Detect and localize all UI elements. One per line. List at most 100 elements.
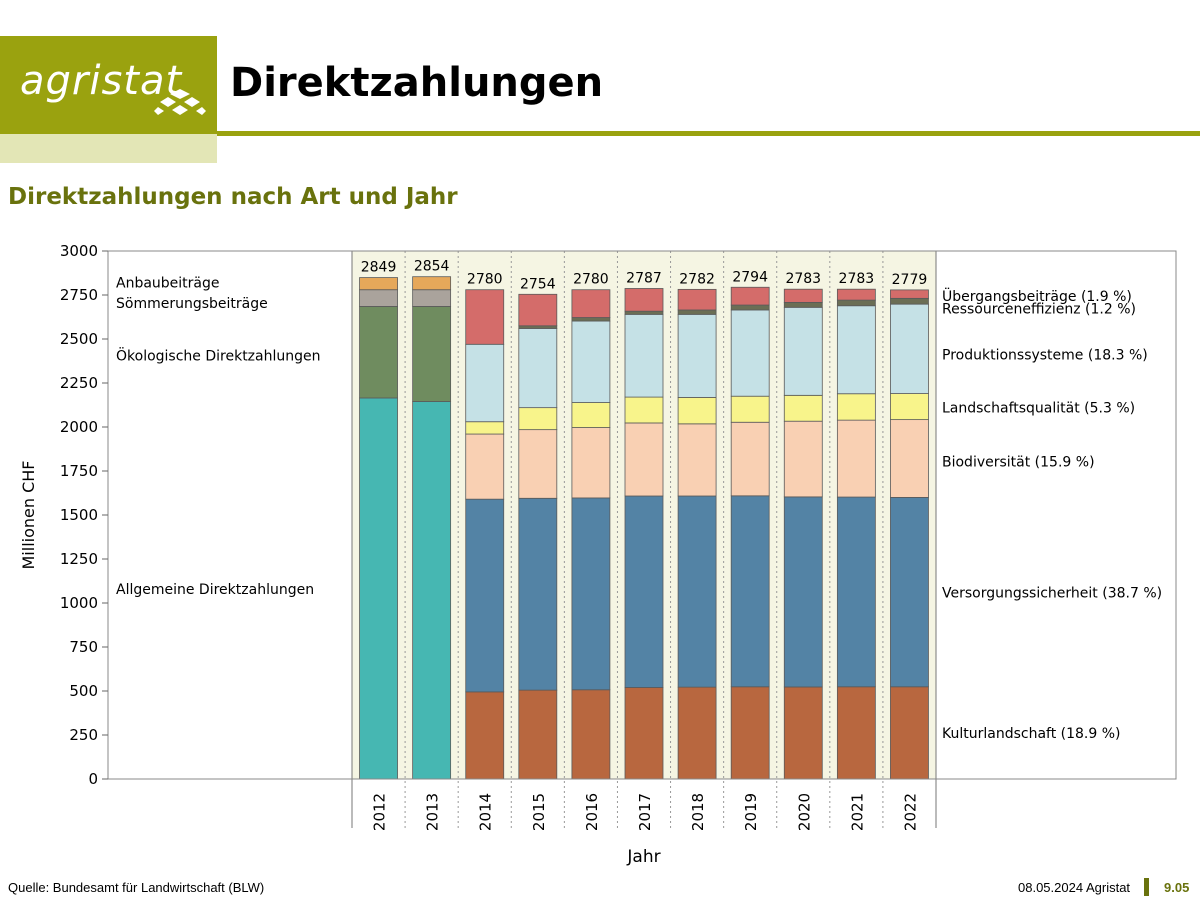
bar-segment [518,429,558,499]
bar-segment [465,433,505,500]
total-label: 2782 [679,271,715,287]
bar-segment [836,686,876,780]
x-axis-label: Jahr [626,847,660,867]
x-tick-label: 2012 [371,793,389,831]
bar-segment [518,689,558,780]
bar-segment [412,306,452,402]
bar-segment [518,407,558,431]
bar-segment [465,421,505,435]
bar-segment [571,689,611,780]
bar-segment [677,288,717,311]
bar-segment [677,495,717,688]
bar-segment [624,310,664,315]
total-label: 2780 [467,272,503,288]
bar-segment [465,498,505,693]
x-tick-label: 2020 [795,793,813,831]
bar-segment [783,394,823,422]
bar-segment [624,687,664,780]
bar-segment [465,343,505,423]
bar-segment [571,289,611,318]
bar-segment [890,496,929,688]
y-tick-label: 3000 [60,242,98,260]
bar-segment [890,419,929,498]
series-label-right: Übergangsbeiträge (1.9 %) [942,287,1132,305]
y-tick-label: 1000 [60,594,98,612]
bar-segment [677,423,717,497]
x-tick-label: 2013 [424,793,442,831]
x-tick-label: 2019 [742,793,760,831]
bar-segment [730,286,770,306]
bar-segment [624,313,664,398]
bar-segment [836,299,876,307]
bar-segment [571,317,611,322]
bar-segment [677,313,717,398]
total-label: 2854 [414,259,450,275]
bar-segment [783,306,823,396]
y-tick-label: 500 [69,682,98,700]
x-tick-label: 2021 [848,793,866,831]
bar-segment [836,419,876,498]
bar-segment [890,393,929,421]
total-label: 2779 [892,272,928,288]
bar-segment [677,397,717,425]
footer-date: 08.05.2024 Agristat [1018,880,1131,895]
footer-bar [1144,878,1149,896]
series-label-left: Ökologische Direktzahlungen [116,347,321,365]
bar-segment [677,686,717,780]
page-number: 9.05 [1164,880,1190,895]
bar-segment [783,420,823,498]
bar-segment [571,402,611,428]
bar-segment [836,496,876,688]
bar-segment [730,395,770,423]
bar-segment [890,303,929,394]
bar-segment [890,686,929,780]
bar-segment [412,276,452,291]
bar-segment [359,306,398,399]
bar-segment [412,401,452,780]
bar-segment [783,496,823,688]
y-tick-label: 1500 [60,506,98,524]
y-tick-label: 250 [69,726,98,744]
bar-segment [730,495,770,688]
bar-segment [359,277,398,291]
series-label-left: Anbaubeiträge [116,276,220,292]
bar-segment [359,397,398,780]
agristat-logo: agristat [20,58,183,104]
y-axis-label: Millionen CHF [19,461,38,570]
bar-segment [571,427,611,499]
series-label-right: Ressourceneffizienz (1.2 %) [942,302,1136,318]
y-tick-label: 2500 [60,330,98,348]
total-label: 2794 [732,269,768,285]
y-tick-label: 1750 [60,462,98,480]
total-label: 2849 [361,260,397,276]
total-label: 2780 [573,272,609,288]
bar-segment [518,328,558,409]
bar-segment [836,288,876,301]
bar-segment [624,495,664,688]
bar-segment [412,289,452,307]
bar-segment [783,288,823,303]
bar-segment [624,288,664,312]
bar-segment [518,497,558,691]
total-label: 2754 [520,276,556,292]
series-label-right: Produktionssysteme (18.3 %) [942,347,1148,363]
x-tick-label: 2018 [689,793,707,831]
bar-segment [783,301,823,308]
series-label-left: Sömmerungsbeiträge [116,296,268,312]
logo-panel [0,36,217,134]
total-label: 2783 [785,271,821,287]
bar-segment [783,686,823,780]
total-label: 2783 [839,271,875,287]
bar-segment [730,686,770,780]
y-tick-label: 1250 [60,550,98,568]
page-title: Direktzahlungen [230,60,604,106]
bar-segment [730,304,770,311]
total-label: 2787 [626,270,662,286]
bar-segment [465,289,505,345]
series-label-right: Kulturlandschaft (18.9 %) [942,726,1121,742]
logo-underbar [0,134,217,163]
bar-segment [624,396,664,424]
bar-segment [571,497,611,691]
bar-segment [730,421,770,497]
x-tick-label: 2014 [477,793,495,831]
